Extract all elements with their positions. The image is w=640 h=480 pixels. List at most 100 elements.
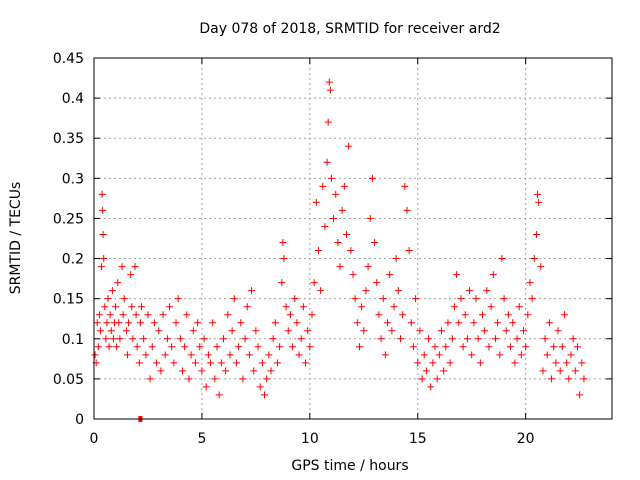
data-point (207, 359, 215, 367)
data-point (325, 78, 333, 86)
data-point (224, 311, 232, 319)
data-point (174, 295, 182, 303)
data-point (412, 295, 420, 303)
data-point (394, 287, 402, 295)
data-point (392, 255, 400, 263)
data-point (349, 271, 357, 279)
data-point (211, 375, 219, 383)
y-axis-label: SRMTID / TECUs (8, 182, 24, 295)
x-tick-label: 5 (197, 431, 206, 447)
data-point (91, 351, 99, 359)
y-tick-label: 0.4 (62, 91, 84, 107)
data-point (282, 303, 290, 311)
data-point (427, 383, 435, 391)
data-point (241, 335, 249, 343)
data-point (532, 230, 540, 238)
data-point (263, 375, 271, 383)
data-point (552, 359, 560, 367)
data-point (122, 327, 130, 335)
y-tick-label: 0.15 (53, 292, 84, 308)
data-point (293, 319, 301, 327)
data-point (504, 311, 512, 319)
data-point (396, 335, 404, 343)
data-point (569, 335, 577, 343)
data-point (332, 190, 340, 198)
data-point (299, 303, 307, 311)
data-point (472, 295, 480, 303)
data-point (132, 311, 140, 319)
data-point (261, 391, 269, 399)
data-point (498, 255, 506, 263)
data-point (250, 367, 258, 375)
data-point (366, 214, 374, 222)
data-point (321, 222, 329, 230)
data-point (390, 303, 398, 311)
y-tick-label: 0.05 (53, 372, 84, 388)
y-tick-label: 0 (75, 412, 84, 428)
data-point (183, 311, 191, 319)
data-point (278, 279, 286, 287)
data-point (286, 311, 294, 319)
data-points (91, 78, 588, 399)
data-point (172, 319, 180, 327)
data-point (494, 319, 502, 327)
data-point (105, 343, 113, 351)
data-point (429, 359, 437, 367)
data-point (455, 319, 463, 327)
data-point (191, 359, 199, 367)
data-point (474, 335, 482, 343)
y-tick-label: 0.45 (53, 51, 84, 67)
data-point (109, 335, 117, 343)
data-point (524, 311, 532, 319)
data-point (276, 343, 284, 351)
data-point (256, 383, 264, 391)
data-point (535, 198, 543, 206)
data-point (297, 335, 305, 343)
data-point (119, 311, 127, 319)
data-point (571, 367, 579, 375)
data-point (140, 335, 148, 343)
data-point (166, 303, 174, 311)
data-point (437, 327, 445, 335)
data-point (98, 263, 106, 271)
data-point (196, 343, 204, 351)
data-point (405, 247, 413, 255)
data-point (323, 158, 331, 166)
y-tick-label: 0.2 (62, 252, 84, 268)
data-point (534, 190, 542, 198)
data-point (362, 287, 370, 295)
data-point (433, 375, 441, 383)
data-point (522, 343, 530, 351)
data-point (565, 375, 573, 383)
data-point (381, 351, 389, 359)
data-point (187, 351, 195, 359)
data-point (463, 335, 471, 343)
data-point (235, 343, 243, 351)
data-point (487, 303, 495, 311)
data-point (345, 142, 353, 150)
data-point (528, 295, 536, 303)
data-point (414, 359, 422, 367)
data-point (334, 239, 342, 247)
data-point (310, 279, 318, 287)
data-point (168, 343, 176, 351)
data-point (343, 230, 351, 238)
data-point (336, 263, 344, 271)
data-point (563, 359, 571, 367)
data-point (120, 295, 128, 303)
data-point (314, 247, 322, 255)
data-point (112, 303, 120, 311)
data-point (271, 319, 279, 327)
data-point (95, 311, 103, 319)
data-point (204, 351, 212, 359)
data-point (302, 359, 310, 367)
data-point (558, 343, 566, 351)
data-point (194, 319, 202, 327)
data-point (213, 343, 221, 351)
data-point (144, 311, 152, 319)
data-point (217, 359, 225, 367)
data-point (245, 351, 253, 359)
data-point (530, 255, 538, 263)
data-point (200, 335, 208, 343)
